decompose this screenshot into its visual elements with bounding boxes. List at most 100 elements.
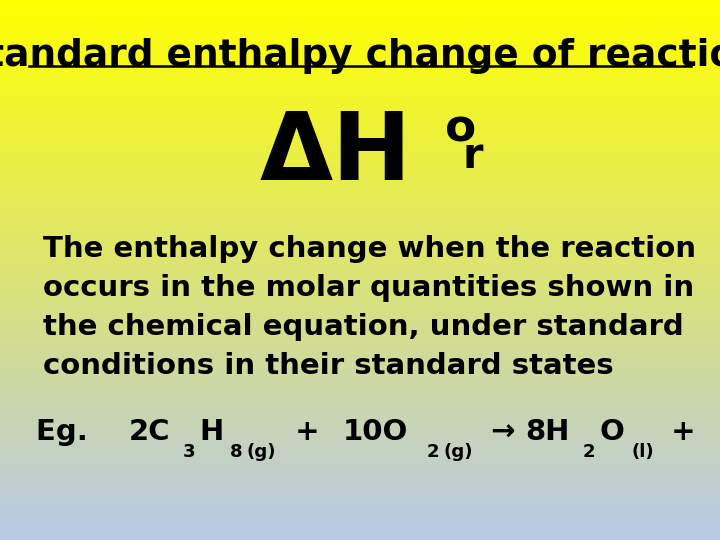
Bar [0, 131, 720, 133]
Bar [0, 444, 720, 447]
Bar [0, 0, 720, 2]
Bar [0, 309, 720, 312]
Bar [0, 285, 720, 286]
Bar [0, 315, 720, 317]
Bar [0, 279, 720, 281]
Bar [0, 320, 720, 322]
Bar [0, 353, 720, 355]
Bar [0, 164, 720, 166]
Bar [0, 162, 720, 164]
Bar [0, 513, 720, 515]
Bar [0, 277, 720, 279]
Bar [0, 308, 720, 309]
Bar [0, 147, 720, 150]
Bar [0, 425, 720, 427]
Bar [0, 511, 720, 513]
Bar [0, 373, 720, 374]
Bar [0, 452, 720, 454]
Bar [0, 522, 720, 524]
Bar [0, 390, 720, 393]
Bar [0, 178, 720, 180]
Bar [0, 90, 720, 92]
Bar [0, 214, 720, 216]
Bar [0, 99, 720, 101]
Bar [0, 461, 720, 463]
Bar [0, 85, 720, 86]
Bar [0, 349, 720, 351]
Bar [0, 378, 720, 380]
Bar [0, 5, 720, 7]
Bar [0, 22, 720, 23]
Bar [0, 227, 720, 228]
Bar [0, 74, 720, 76]
Bar [0, 275, 720, 277]
Bar [0, 265, 720, 266]
Bar [0, 207, 720, 209]
Bar [0, 20, 720, 22]
Bar [0, 187, 720, 189]
Bar [0, 11, 720, 12]
Bar [0, 495, 720, 497]
Bar [0, 339, 720, 340]
Bar [0, 232, 720, 234]
Bar [0, 211, 720, 212]
Bar [0, 525, 720, 528]
Bar [0, 463, 720, 464]
Text: 10O: 10O [343, 418, 408, 446]
Bar [0, 439, 720, 441]
Bar [0, 160, 720, 162]
Bar [0, 477, 720, 479]
Bar [0, 79, 720, 81]
Bar [0, 427, 720, 428]
Bar [0, 374, 720, 376]
Bar [0, 177, 720, 178]
Text: 8H: 8H [526, 418, 570, 446]
Text: +: + [284, 418, 330, 446]
Bar [0, 441, 720, 443]
Bar [0, 405, 720, 407]
Bar [0, 409, 720, 410]
Text: H: H [199, 418, 223, 446]
Bar [0, 259, 720, 261]
Bar [0, 76, 720, 77]
Bar [0, 518, 720, 520]
Bar [0, 9, 720, 11]
Bar [0, 466, 720, 468]
Bar [0, 204, 720, 205]
Bar [0, 479, 720, 481]
Bar [0, 274, 720, 275]
Bar [0, 396, 720, 398]
Text: occurs in the molar quantities shown in: occurs in the molar quantities shown in [43, 274, 694, 302]
Bar [0, 115, 720, 117]
Bar [0, 248, 720, 250]
Bar [0, 490, 720, 491]
Bar [0, 153, 720, 155]
Bar [0, 65, 720, 66]
Bar [0, 223, 720, 225]
Text: 2C: 2C [129, 418, 171, 446]
Bar [0, 531, 720, 533]
Bar [0, 112, 720, 113]
Text: O: O [599, 418, 624, 446]
Bar [0, 401, 720, 403]
Bar [0, 16, 720, 18]
Bar [0, 70, 720, 72]
Bar [0, 247, 720, 248]
Bar [0, 59, 720, 61]
Bar [0, 423, 720, 425]
Bar [0, 344, 720, 346]
Bar [0, 432, 720, 434]
Bar [0, 123, 720, 124]
Bar [0, 366, 720, 367]
Bar [0, 448, 720, 450]
Bar [0, 263, 720, 265]
Bar [0, 407, 720, 409]
Bar [0, 347, 720, 349]
Bar [0, 268, 720, 270]
Bar [0, 528, 720, 529]
Bar [0, 151, 720, 153]
Bar [0, 146, 720, 147]
Bar [0, 140, 720, 142]
Bar [0, 61, 720, 63]
Bar [0, 250, 720, 252]
